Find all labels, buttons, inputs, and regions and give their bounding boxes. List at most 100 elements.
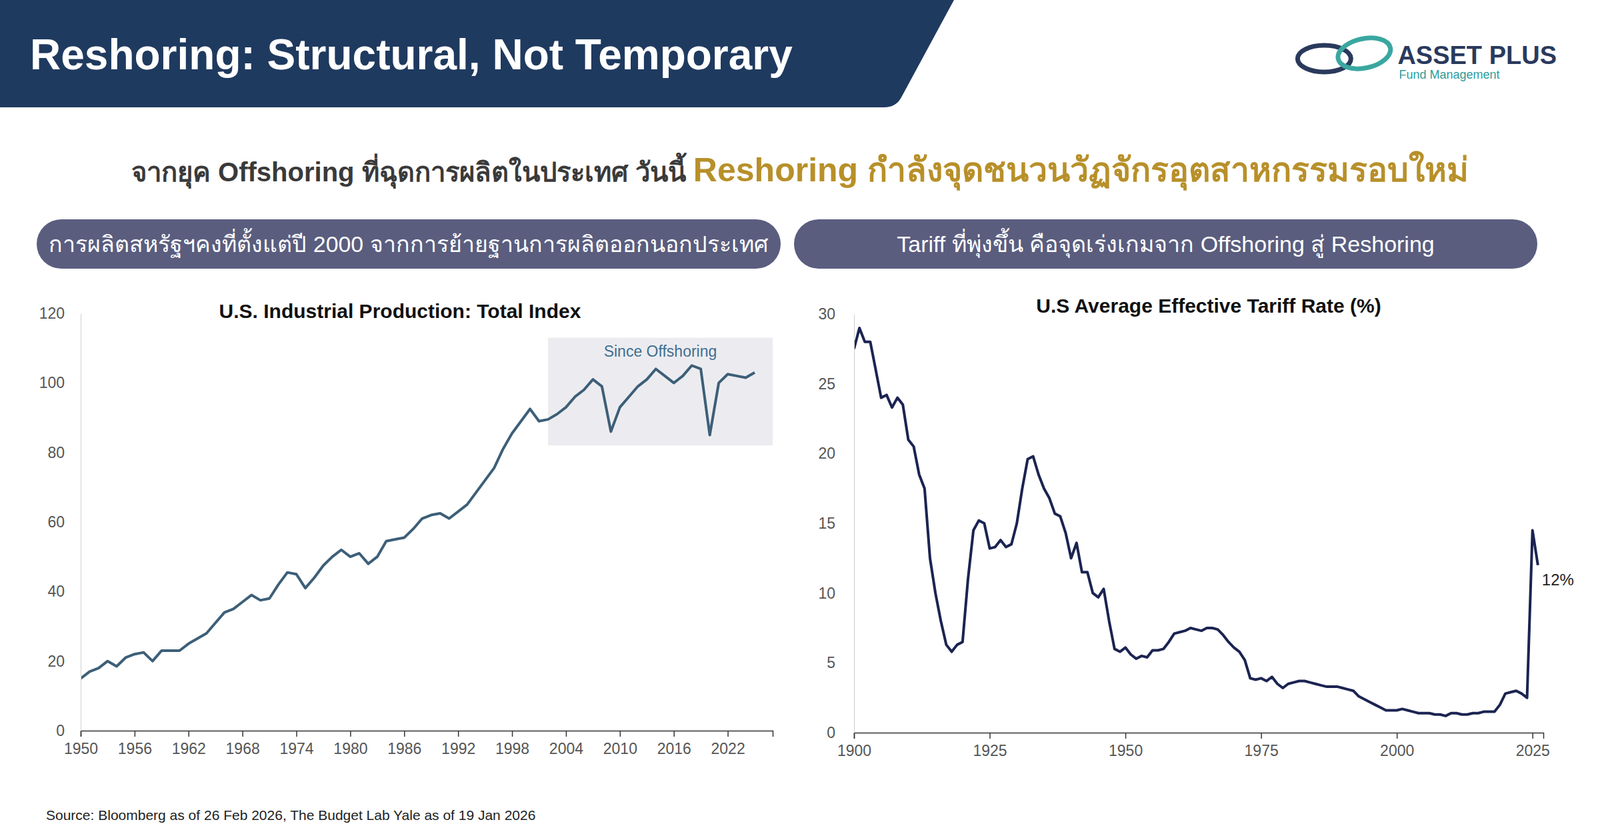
y-tick: 120 [39,304,81,322]
x-tick-label: 2010 [603,740,638,758]
logo-swirl [1335,33,1394,74]
x-tick-label: 1950 [64,740,98,758]
y-tick-label: 100 [39,374,65,392]
x-tick-mark [404,730,406,737]
x-tick: 2010 [603,730,638,758]
plot-area [80,338,773,679]
chart-panel: การผลิตสหรัฐฯคงที่ตั้งแต่ปี 2000 จากการย… [36,219,781,758]
x-axis: 190019251950197520002025 [837,732,1550,760]
panel-header-pill [36,219,781,269]
x-tick-mark [458,730,460,737]
x-tick-label: 1974 [279,740,314,758]
title-banner [0,0,954,108]
plot-area [854,328,1538,716]
x-tick: 2004 [549,730,584,758]
annotation-label: Since Offshoring [604,342,718,360]
y-axis: 0 20 40 60 80 100 120 [39,304,82,740]
y-tick-label: 25 [818,375,836,393]
x-tick: 1968 [226,730,260,758]
chart-title: U.S Average Effective Tariff Rate (%) [1036,294,1381,317]
x-tick-mark [854,732,856,739]
headline: จากยุค Offshoring ที่ฉุดการผลิตในประเทศ … [131,150,1469,191]
y-tick: 0 [826,724,854,742]
slide: Reshoring: Structural, Not TemporaryASSE… [0,0,1600,832]
y-tick: 40 [47,582,81,600]
data-line [854,328,1538,716]
x-tick-label: 1925 [972,742,1007,760]
x-tick-mark [188,730,190,737]
data-line [80,365,755,679]
y-tick-label: 15 [818,514,836,532]
x-tick-label: 1900 [837,742,872,760]
logo-text: ASSET PLUS [1397,41,1557,70]
x-tick: 2022 [711,730,746,758]
x-tick: 1986 [387,730,422,758]
x-tick: 1956 [118,730,152,758]
y-tick: 0 [56,722,81,740]
y-tick-label: 10 [818,584,836,602]
x-tick-mark [242,730,244,737]
x-tick-mark [512,730,514,737]
panel-header-text: การผลิตสหรัฐฯคงที่ตั้งแต่ปี 2000 จากการย… [48,228,768,258]
y-tick: 20 [818,444,854,462]
end-label: 12% [1542,570,1574,589]
x-tick-mark [566,730,568,737]
x-tick-mark [620,730,622,737]
logo-subtext: Fund Management [1398,68,1500,82]
y-tick-label: 5 [826,654,836,672]
x-tick: 1900 [837,732,872,760]
y-tick: 15 [818,514,854,532]
y-tick: 80 [47,444,81,462]
x-tick-label: 1962 [172,740,206,758]
x-axis-line [854,733,1544,740]
x-tick: 2025 [1516,732,1550,760]
y-tick: 60 [47,513,81,531]
y-tick-label: 40 [47,582,65,600]
x-tick: 2000 [1380,732,1414,760]
slide-canvas: Reshoring: Structural, Not TemporaryASSE… [0,0,1600,832]
y-tick-label: 0 [56,722,65,740]
y-tick-label: 80 [47,444,65,462]
x-tick: 1980 [333,730,368,758]
x-axis: 1950 1956 1962 1968 1974 1980 1986 1992 1998 2004… [64,730,774,758]
x-tick: 1962 [172,730,206,758]
y-tick: 5 [826,654,854,672]
x-tick-label: 1956 [118,740,152,758]
y-tick-label: 120 [39,304,65,322]
x-tick-mark [350,730,352,737]
y-tick: 10 [818,584,854,602]
x-tick: 2016 [657,730,692,758]
y-tick-label: 20 [47,652,65,670]
x-tick-label: 1998 [495,740,530,758]
x-tick: 1950 [64,730,98,758]
x-tick: 1992 [441,730,476,758]
x-tick-label: 1968 [226,740,260,758]
x-tick-mark [296,730,298,737]
y-tick: 25 [818,375,854,393]
y-tick-label: 60 [47,513,65,531]
x-tick-label: 1992 [441,740,476,758]
x-tick-mark [1396,732,1398,739]
y-axis-line [80,314,82,732]
y-axis-line [854,314,855,734]
x-tick: 1974 [279,730,314,758]
y-tick-label: 20 [818,444,836,462]
x-axis-line [81,731,774,738]
x-tick-mark [80,730,82,737]
x-tick-label: 2016 [657,740,692,758]
chart-panel: Tariff ที่พุ่งขึ้น คือจุดเร่งเกมจาก Offs… [794,219,1574,760]
x-tick: 1998 [495,730,530,758]
y-axis: 0 5 10 15 20 25 30 [818,305,854,742]
x-tick-label: 2004 [549,740,584,758]
headline-part2: Reshoring กำลังจุดชนวนวัฏจักรอุตสาหกรรมร… [693,150,1469,191]
panel-header-text: Tariff ที่พุ่งขึ้น คือจุดเร่งเกมจาก Offs… [896,228,1435,258]
x-tick-mark [1125,732,1127,739]
x-tick-mark [673,730,675,737]
headline-part1: จากยุค Offshoring ที่ฉุดการผลิตในประเทศ … [131,152,694,190]
source-note: Source: Bloomberg as of 26 Feb 2026, The… [46,807,536,823]
y-tick: 30 [818,305,854,323]
x-tick: 1950 [1108,732,1143,760]
y-tick-label: 0 [826,724,836,742]
panel-header-pill [794,219,1538,269]
x-tick-label: 2025 [1516,742,1550,760]
